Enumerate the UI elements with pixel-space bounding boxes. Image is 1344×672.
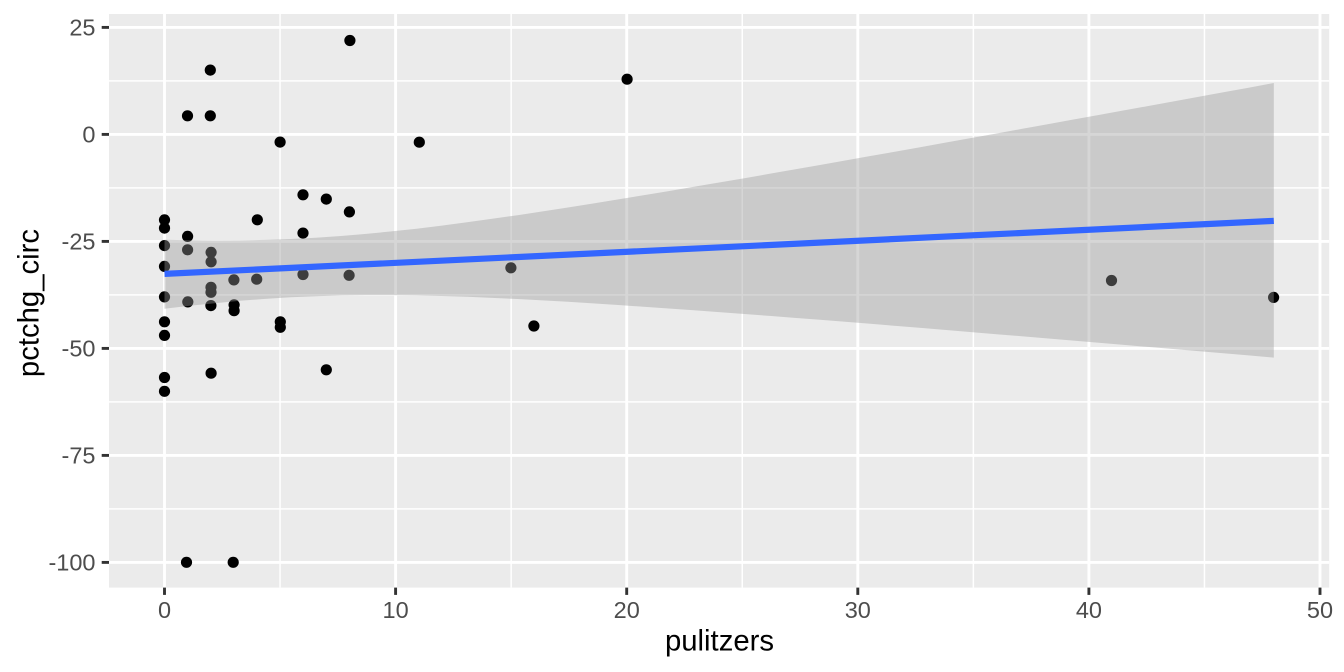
svg-text:-25: -25 <box>62 229 96 255</box>
svg-text:25: 25 <box>69 15 95 41</box>
svg-text:-50: -50 <box>62 336 96 362</box>
svg-text:10: 10 <box>383 597 409 623</box>
svg-text:-75: -75 <box>62 443 96 469</box>
svg-text:-100: -100 <box>48 550 95 576</box>
svg-text:30: 30 <box>845 597 871 623</box>
svg-text:20: 20 <box>614 597 640 623</box>
svg-text:pulitzers: pulitzers <box>665 625 774 658</box>
svg-text:0: 0 <box>158 597 171 623</box>
svg-text:pctchg_circ: pctchg_circ <box>13 229 46 377</box>
svg-text:50: 50 <box>1307 597 1333 623</box>
svg-text:40: 40 <box>1076 597 1102 623</box>
svg-text:0: 0 <box>82 122 95 148</box>
